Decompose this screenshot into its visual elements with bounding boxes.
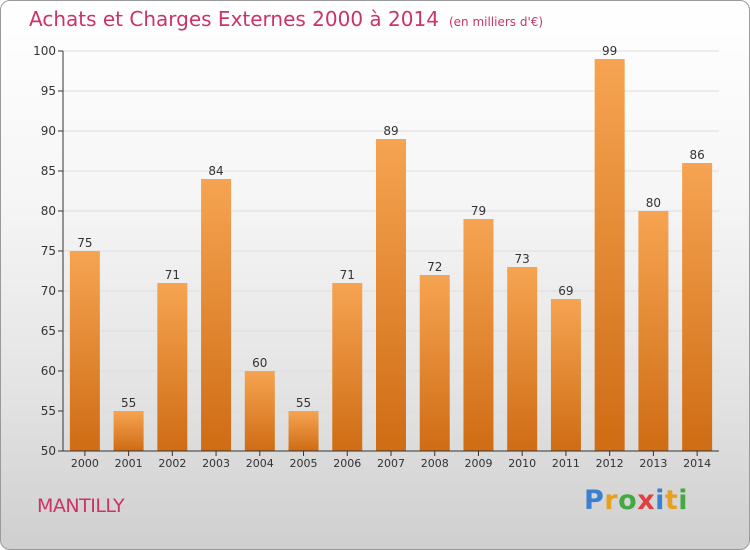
x-tick-label: 2001 — [115, 457, 143, 470]
bar-value-label: 69 — [558, 284, 573, 298]
logo-letter: i — [655, 485, 665, 516]
logo-letter: i — [678, 485, 689, 516]
bar-value-label: 73 — [515, 252, 530, 266]
bar — [376, 139, 406, 451]
y-tick-label: 65 — [41, 324, 56, 338]
bar-value-label: 86 — [689, 148, 704, 162]
bar — [463, 219, 494, 451]
logo-letter: P — [584, 485, 605, 516]
x-tick-label: 2005 — [290, 457, 318, 470]
bar — [638, 211, 669, 451]
bar — [157, 283, 188, 451]
bar — [201, 179, 232, 451]
bar — [550, 299, 581, 451]
bar-value-label: 80 — [646, 196, 661, 210]
y-tick-label: 90 — [41, 124, 56, 138]
y-tick-label: 80 — [41, 204, 56, 218]
bar-value-label: 84 — [208, 164, 223, 178]
bar-value-label: 99 — [602, 44, 617, 58]
bar — [244, 371, 275, 451]
bar-value-label: 55 — [121, 396, 136, 410]
bar — [594, 59, 625, 451]
bar-value-label: 75 — [77, 236, 92, 250]
proxiti-logo: Proxiti — [584, 485, 688, 516]
x-tick-label: 2014 — [683, 457, 711, 470]
bar — [507, 267, 538, 451]
x-tick-label: 2007 — [377, 457, 405, 470]
bar-value-label: 55 — [296, 396, 311, 410]
y-tick-label: 55 — [41, 404, 56, 418]
bar-value-label: 89 — [383, 124, 398, 138]
logo-letter: x — [637, 485, 656, 516]
y-tick-label: 70 — [41, 284, 56, 298]
x-tick-label: 2003 — [202, 457, 230, 470]
bar — [288, 411, 319, 451]
chart-unit: (en milliers d'€) — [448, 15, 544, 29]
x-tick-label: 2012 — [596, 457, 624, 470]
x-tick-label: 2011 — [552, 457, 580, 470]
title-block: Achats et Charges Externes 2000 à 2014 (e… — [29, 7, 543, 31]
logo-letter: o — [618, 485, 638, 516]
x-tick-label: 2004 — [246, 457, 274, 470]
x-tick-label: 2013 — [639, 457, 667, 470]
x-tick-label: 2002 — [158, 457, 186, 470]
bar-value-label: 71 — [340, 268, 355, 282]
place-name: MANTILLY — [37, 495, 125, 517]
y-tick-label: 50 — [41, 444, 56, 458]
bar — [419, 275, 450, 451]
x-tick-label: 2009 — [464, 457, 492, 470]
chart-title: Achats et Charges Externes 2000 à 2014 — [29, 7, 439, 31]
x-tick-label: 2000 — [71, 457, 99, 470]
y-tick-label: 60 — [41, 364, 56, 378]
y-tick-label: 100 — [33, 44, 56, 58]
bar — [332, 283, 363, 451]
bar — [682, 163, 713, 451]
bar-value-label: 71 — [165, 268, 180, 282]
logo-letter: t — [664, 485, 679, 516]
x-tick-label: 2006 — [333, 457, 361, 470]
bar — [69, 251, 100, 451]
x-tick-label: 2010 — [508, 457, 536, 470]
y-tick-label: 85 — [41, 164, 56, 178]
y-tick-label: 75 — [41, 244, 56, 258]
y-tick-label: 95 — [41, 84, 56, 98]
bar-value-label: 72 — [427, 260, 442, 274]
bar-value-label: 60 — [252, 356, 267, 370]
logo-letter: r — [604, 485, 619, 516]
bar — [113, 411, 144, 451]
x-tick-label: 2008 — [421, 457, 449, 470]
bar-value-label: 79 — [471, 204, 486, 218]
